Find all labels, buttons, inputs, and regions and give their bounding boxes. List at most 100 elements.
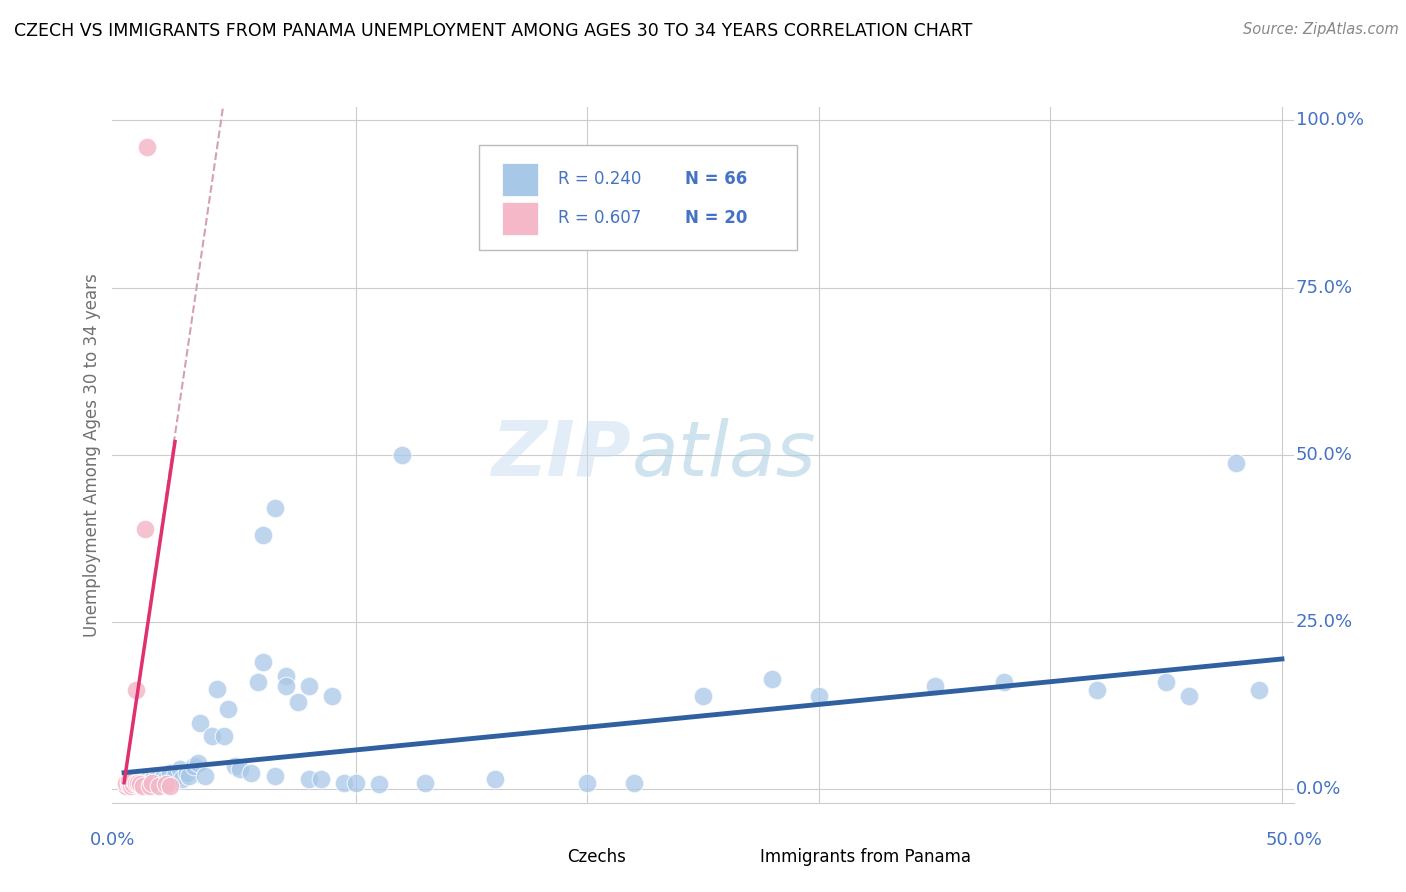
Point xyxy=(1085,683,1108,698)
Point xyxy=(170,772,193,787)
Point xyxy=(367,777,389,791)
Point xyxy=(1178,689,1201,703)
Text: 100.0%: 100.0% xyxy=(1296,112,1364,129)
Point xyxy=(136,775,159,790)
Point xyxy=(136,140,159,154)
Point xyxy=(276,669,298,683)
Point xyxy=(298,679,321,693)
Point xyxy=(229,762,252,776)
Point xyxy=(148,779,170,793)
FancyBboxPatch shape xyxy=(526,845,560,870)
Point xyxy=(344,775,367,790)
Point xyxy=(157,775,180,790)
Point xyxy=(247,675,270,690)
Point xyxy=(138,779,160,793)
Point xyxy=(124,775,146,790)
Point xyxy=(127,775,149,790)
Point xyxy=(187,756,209,770)
Text: 0.0%: 0.0% xyxy=(1296,780,1341,798)
Point xyxy=(115,775,138,790)
Point xyxy=(333,775,356,790)
Point xyxy=(183,759,205,773)
Point xyxy=(118,774,141,789)
Point xyxy=(129,775,152,790)
Point xyxy=(145,772,167,787)
Point xyxy=(190,715,212,730)
Point xyxy=(276,679,298,693)
Y-axis label: Unemployment Among Ages 30 to 34 years: Unemployment Among Ages 30 to 34 years xyxy=(83,273,101,637)
Point xyxy=(169,762,191,776)
Point xyxy=(252,655,274,669)
FancyBboxPatch shape xyxy=(478,145,797,250)
FancyBboxPatch shape xyxy=(714,845,748,870)
Point xyxy=(143,769,166,783)
Point xyxy=(118,777,141,791)
Point xyxy=(224,759,246,773)
Text: ZIP: ZIP xyxy=(492,418,633,491)
Point xyxy=(212,729,235,743)
FancyBboxPatch shape xyxy=(502,162,537,196)
Text: Source: ZipAtlas.com: Source: ZipAtlas.com xyxy=(1243,22,1399,37)
Point xyxy=(576,775,599,790)
Point xyxy=(194,769,217,783)
Point xyxy=(298,772,321,787)
Point xyxy=(924,679,946,693)
Text: 75.0%: 75.0% xyxy=(1296,278,1353,297)
Point xyxy=(148,777,170,791)
Point xyxy=(129,777,152,791)
Point xyxy=(484,772,506,787)
Point xyxy=(177,769,200,783)
Text: 0.0%: 0.0% xyxy=(90,830,135,848)
Point xyxy=(176,765,198,780)
Text: atlas: atlas xyxy=(633,418,817,491)
Text: 50.0%: 50.0% xyxy=(1296,446,1353,464)
Point xyxy=(120,775,142,790)
Point xyxy=(120,779,142,793)
Point xyxy=(134,521,156,535)
Point xyxy=(127,774,149,789)
Point xyxy=(263,501,285,516)
Point xyxy=(131,779,153,793)
Point xyxy=(321,689,343,703)
Point xyxy=(122,777,145,791)
Text: 25.0%: 25.0% xyxy=(1296,613,1353,632)
Point xyxy=(309,772,332,787)
Point xyxy=(163,769,186,783)
Point xyxy=(263,769,285,783)
Point xyxy=(159,779,181,793)
Text: Czechs: Czechs xyxy=(567,848,626,866)
Point xyxy=(201,729,224,743)
Point xyxy=(205,681,228,696)
Point xyxy=(155,777,177,791)
FancyBboxPatch shape xyxy=(502,202,537,235)
Point xyxy=(141,774,163,789)
Text: N = 20: N = 20 xyxy=(685,210,748,227)
Text: R = 0.240: R = 0.240 xyxy=(558,170,641,188)
Text: R = 0.607: R = 0.607 xyxy=(558,210,641,227)
Point xyxy=(122,774,145,789)
Point xyxy=(134,772,156,787)
Point xyxy=(150,774,173,789)
Point xyxy=(1247,683,1270,698)
Point xyxy=(152,770,174,785)
Point xyxy=(252,528,274,542)
Text: N = 66: N = 66 xyxy=(685,170,748,188)
Text: Immigrants from Panama: Immigrants from Panama xyxy=(759,848,970,866)
Point xyxy=(807,689,830,703)
Point xyxy=(131,777,153,791)
Point xyxy=(155,772,177,787)
Point xyxy=(124,683,146,698)
Point xyxy=(120,775,142,790)
Point xyxy=(131,774,153,789)
Point xyxy=(124,777,146,791)
Point xyxy=(623,775,645,790)
Point xyxy=(287,696,309,710)
Point xyxy=(240,765,263,780)
Point xyxy=(391,448,413,462)
Point xyxy=(217,702,239,716)
Point xyxy=(761,672,783,686)
Text: 50.0%: 50.0% xyxy=(1265,830,1322,848)
Point xyxy=(993,675,1015,690)
Point xyxy=(413,775,436,790)
Point xyxy=(124,772,146,787)
